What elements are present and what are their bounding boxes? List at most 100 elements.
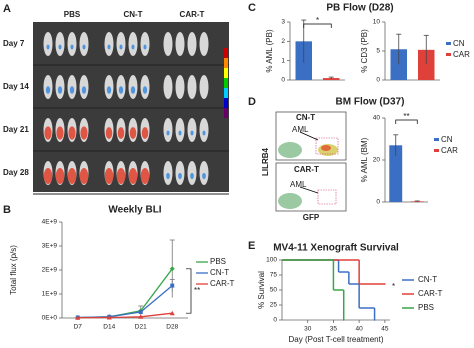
x-tick-label: D14 — [103, 324, 115, 331]
legend-label: PBS — [418, 303, 434, 312]
mouse — [199, 32, 209, 56]
panel-title: PB Flow (D28) — [326, 3, 393, 14]
series-line — [77, 268, 173, 319]
row-label: Day 14 — [3, 82, 29, 91]
mouse — [79, 32, 89, 56]
legend-label: CN-T — [418, 275, 437, 284]
bli-signal — [128, 168, 138, 184]
colorbar — [224, 48, 228, 58]
mouse — [43, 32, 53, 56]
row-label: Day 28 — [3, 168, 29, 177]
significance-bracket — [395, 119, 418, 124]
bli-signal — [46, 44, 50, 50]
panel-letter: A — [3, 3, 11, 15]
mouse — [140, 32, 150, 56]
mouse — [104, 32, 114, 56]
mouse — [163, 118, 173, 142]
x-tick-label: 40 — [356, 326, 364, 333]
bli-signal — [69, 86, 75, 94]
survival-end — [373, 319, 376, 321]
bli-signal — [57, 86, 63, 94]
bli-signal — [79, 168, 89, 184]
bli-signal — [58, 44, 62, 50]
bar — [418, 49, 435, 80]
x-tick-label: D28 — [166, 324, 178, 331]
flow-label: CN-T — [296, 113, 315, 122]
row-label: Day 21 — [3, 125, 29, 134]
mouse — [187, 32, 197, 56]
colorbar — [224, 88, 228, 98]
bli-signal — [178, 130, 182, 136]
bli-signal — [107, 44, 111, 50]
panel-title: BM Flow (D37) — [336, 97, 405, 108]
x-tick-label: 35 — [330, 326, 338, 333]
mouse — [175, 32, 185, 56]
y-axis-label: % AML (PB) — [265, 29, 274, 73]
mouse — [67, 32, 77, 56]
legend-label: CN — [441, 135, 453, 144]
bli-signal — [67, 168, 77, 184]
mouse — [187, 118, 197, 142]
y-tick-label: 1 — [281, 57, 285, 64]
y-tick-label: 100 — [266, 257, 277, 264]
panel-letter: B — [3, 204, 11, 216]
legend-label: CN — [453, 39, 465, 48]
legend-swatch — [434, 149, 439, 152]
point — [138, 310, 143, 314]
bli-signal — [70, 44, 74, 50]
survival-end — [342, 319, 345, 321]
annotation: * — [392, 282, 395, 291]
y-tick-label: 25 — [270, 302, 278, 309]
bli-signal — [202, 172, 206, 180]
y-tick-label: 3 — [281, 19, 285, 26]
mouse — [175, 118, 185, 142]
point — [106, 315, 112, 320]
legend-label: PBS — [210, 257, 226, 266]
y-tick-label: 0E+0 — [42, 315, 58, 322]
bli-signal — [131, 44, 135, 50]
y-tick-label: 20 — [373, 157, 381, 164]
point — [75, 315, 81, 320]
mouse — [55, 32, 65, 56]
y-tick-label: 5 — [376, 48, 380, 55]
bli-signal — [119, 44, 123, 50]
y-tick-label: 2E+9 — [42, 267, 58, 274]
y-axis-label: % AML (BM) — [360, 137, 369, 182]
y-tick-label: 40 — [373, 115, 381, 122]
bli-signal — [190, 130, 194, 136]
legend-label: CAR-T — [210, 279, 235, 288]
bli-signal — [116, 168, 126, 184]
flow-gate: AML — [292, 125, 309, 134]
flow-label: CAR-T — [294, 165, 319, 174]
bli-signal — [80, 126, 88, 140]
mouse — [187, 75, 197, 99]
bli-signal — [105, 127, 113, 139]
x-tick-label: 30 — [304, 326, 312, 333]
bli-signal — [82, 44, 86, 50]
legend-swatch — [434, 138, 439, 141]
bli-signal — [202, 130, 206, 136]
flow-gate: AML — [290, 180, 307, 189]
bli-signal — [130, 86, 136, 94]
significance-bracket — [303, 23, 332, 28]
y-tick-label: 2 — [281, 38, 285, 45]
x-axis-label: Day (Post T-cell treatment) — [289, 335, 384, 344]
flow-plots — [275, 111, 347, 212]
chart-title: Weekly BLI — [108, 205, 161, 216]
bli-signal — [43, 168, 53, 184]
legend-label: CAR — [441, 146, 458, 155]
mouse — [128, 32, 138, 56]
significance-bracket — [186, 268, 192, 314]
y-axis-label: Total flux (p/s) — [9, 245, 18, 295]
point — [170, 283, 175, 288]
colorbar — [224, 108, 228, 118]
mouse — [163, 75, 173, 99]
mouse — [163, 32, 173, 56]
y-tick-label: 4E+9 — [42, 219, 58, 226]
row-label: Day 7 — [3, 39, 25, 48]
y-tick-label: 10 — [373, 19, 381, 26]
bli-signal — [118, 86, 124, 94]
bli-signal — [106, 86, 112, 94]
bli-signal — [44, 126, 52, 140]
flow-axis-label: LILRB4 — [261, 147, 270, 176]
